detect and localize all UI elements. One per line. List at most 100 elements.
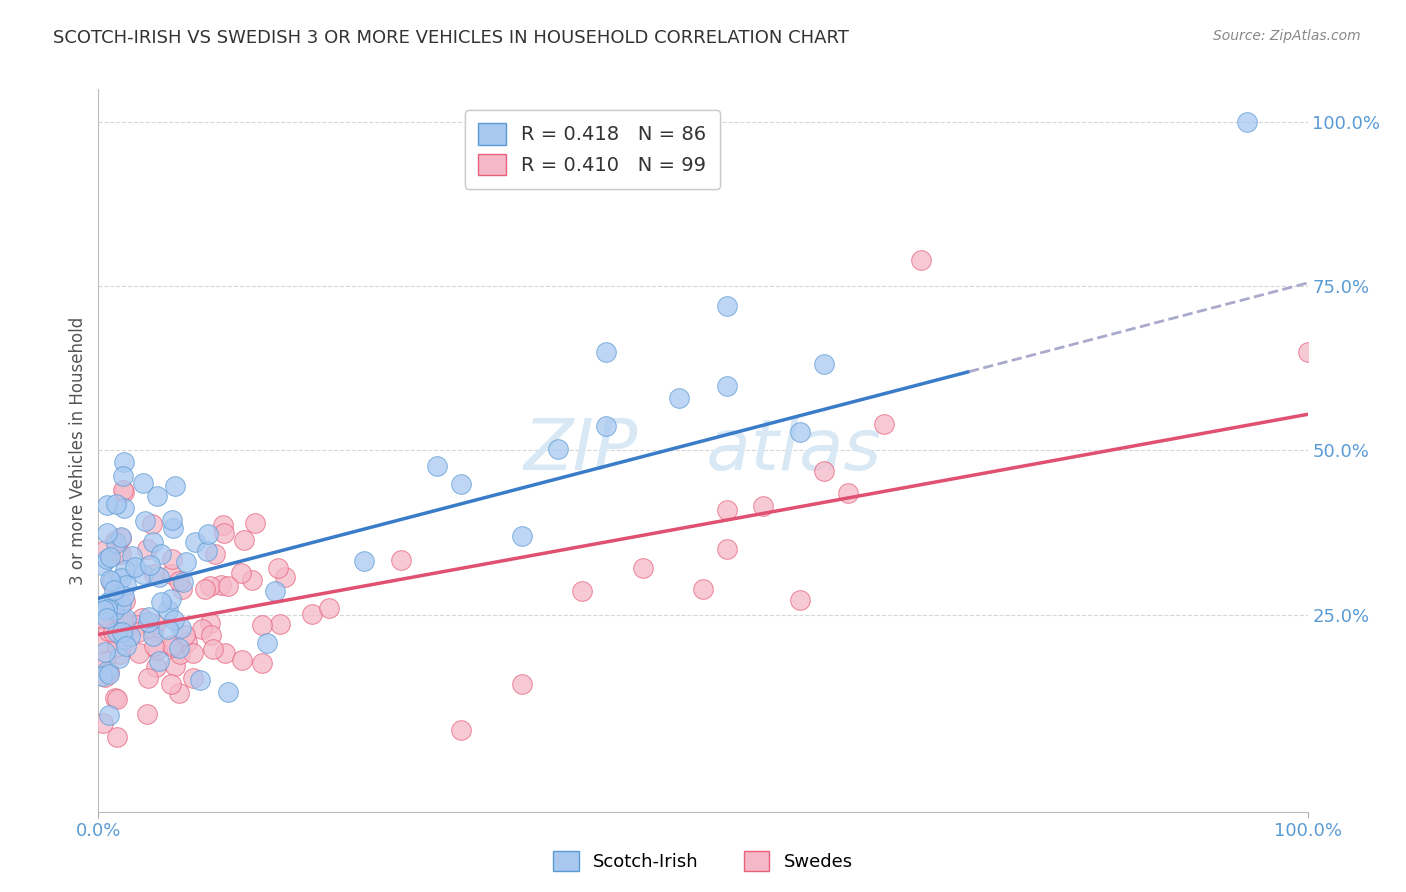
Point [426, 458, 449, 473]
Legend: R = 0.418   N = 86, R = 0.410   N = 99: R = 0.418 N = 86, R = 0.410 N = 99 [465, 110, 720, 189]
Point [214, 525, 236, 540]
Point [181, 646, 204, 660]
Point [269, 617, 291, 632]
Point [110, 597, 132, 611]
Point [90, 611, 112, 625]
Point [114, 563, 136, 577]
Point [163, 613, 186, 627]
Point [243, 516, 266, 530]
Point [110, 571, 132, 585]
Point [105, 692, 128, 706]
Point [169, 647, 191, 661]
Point [789, 593, 811, 607]
Point [96, 552, 118, 566]
Point [108, 651, 131, 665]
Point [160, 552, 183, 566]
Point [149, 595, 172, 609]
Point [114, 594, 136, 608]
Point [104, 536, 127, 550]
Point [195, 544, 218, 558]
Point [112, 620, 135, 634]
Point [112, 455, 135, 469]
Point [250, 617, 273, 632]
Point [94, 670, 117, 684]
Point [96, 526, 118, 541]
Point [132, 475, 155, 490]
Point [571, 583, 593, 598]
Point [217, 685, 239, 699]
Point [510, 529, 533, 543]
Point [141, 516, 163, 531]
Point [96, 498, 118, 512]
Point [96, 602, 118, 616]
Point [94, 543, 117, 558]
Point [104, 690, 127, 705]
Point [162, 640, 184, 655]
Point [110, 547, 132, 561]
Point [124, 559, 146, 574]
Point [198, 579, 221, 593]
Point [157, 602, 180, 616]
Point [450, 476, 472, 491]
Point [96, 664, 118, 678]
Point [212, 518, 235, 533]
Point [148, 570, 170, 584]
Point [145, 489, 167, 503]
Point [184, 534, 207, 549]
Point [108, 648, 131, 662]
Point [813, 357, 835, 371]
Point [148, 655, 170, 669]
Point [631, 561, 654, 575]
Point [103, 624, 125, 639]
Point [97, 707, 120, 722]
Point [256, 636, 278, 650]
Point [163, 478, 186, 492]
Point [90, 669, 112, 683]
Point [170, 621, 193, 635]
Point [250, 656, 273, 670]
Point [837, 486, 859, 500]
Point [233, 533, 256, 548]
Point [115, 578, 138, 592]
Point [176, 635, 198, 649]
Point [162, 521, 184, 535]
Point [266, 561, 288, 575]
Point [131, 611, 153, 625]
Point [910, 252, 932, 267]
Legend: Scotch-Irish, Swedes: Scotch-Irish, Swedes [546, 844, 860, 879]
Point [547, 442, 569, 456]
Point [389, 552, 412, 566]
Point [716, 502, 738, 516]
Point [231, 566, 253, 580]
Point [112, 501, 135, 516]
Point [98, 667, 121, 681]
Point [100, 549, 122, 564]
Point [97, 624, 120, 638]
Point [118, 629, 141, 643]
Point [149, 547, 172, 561]
Point [91, 716, 114, 731]
Point [263, 584, 285, 599]
Point [100, 574, 122, 589]
Point [143, 616, 166, 631]
Point [112, 483, 135, 497]
Point [103, 602, 125, 616]
Point [91, 558, 114, 572]
Point [873, 417, 896, 432]
Point [128, 646, 150, 660]
Point [96, 610, 118, 624]
Point [204, 547, 226, 561]
Point [752, 499, 775, 513]
Point [194, 582, 217, 596]
Point [202, 642, 225, 657]
Point [112, 632, 135, 646]
Point [145, 660, 167, 674]
Point [121, 549, 143, 563]
Point [692, 582, 714, 596]
Point [172, 582, 194, 596]
Point [274, 569, 297, 583]
Point [136, 671, 159, 685]
Point [142, 629, 165, 643]
Point [112, 589, 135, 603]
Point [668, 391, 690, 405]
